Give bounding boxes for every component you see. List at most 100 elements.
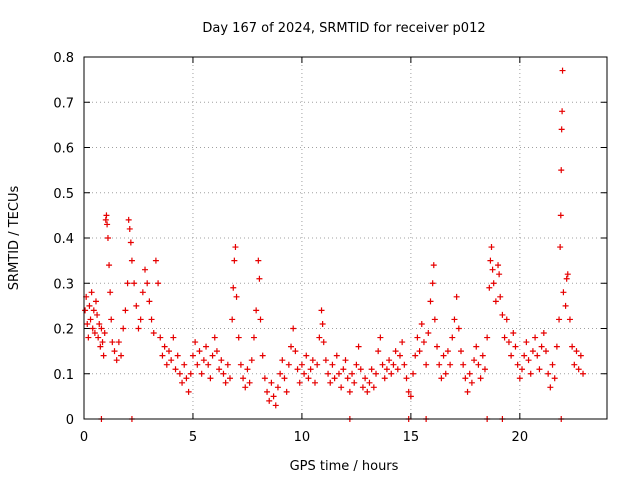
data-point [240,375,247,382]
data-point [416,348,423,355]
data-point [181,361,188,368]
data-point [479,352,486,359]
data-point [163,361,170,368]
data-point [161,343,168,350]
data-point [316,334,323,341]
x-axis-label: GPS time / hours [290,459,399,474]
data-point [205,361,212,368]
data-point [351,379,358,386]
data-point [268,379,275,386]
data-point [525,357,532,364]
data-point [97,343,104,350]
data-point [139,289,146,296]
data-point [98,325,105,332]
data-point [170,334,177,341]
data-point [92,298,99,305]
data-point [303,352,310,359]
data-point [213,348,220,355]
data-point [294,366,301,373]
y-tick-label: 0.8 [53,51,74,66]
data-point [438,375,445,382]
data-point [564,271,571,278]
data-point [547,384,554,391]
data-point [86,302,93,309]
data-point [396,352,403,359]
data-point [558,126,565,133]
data-point [319,320,326,327]
data-point [85,334,92,341]
y-tick-label: 0.5 [53,187,74,202]
data-point [264,388,271,395]
data-point [307,366,314,373]
data-point [473,343,480,350]
data-point [401,361,408,368]
data-point [227,375,234,382]
y-tick-label: 0.7 [53,96,74,111]
data-point [290,325,297,332]
y-tick-label: 0.2 [53,323,74,338]
data-point [118,352,125,359]
data-point [103,212,110,219]
data-point [256,275,263,282]
plot-frame [83,56,608,420]
data-point [233,293,240,300]
data-point [89,325,96,332]
data-point [270,393,277,400]
data-point [107,289,114,296]
data-point [196,348,203,355]
data-point [292,348,299,355]
data-point [427,298,434,305]
data-point [375,348,382,355]
data-point [99,339,106,346]
data-point [390,361,397,368]
data-point [216,366,223,373]
data-point [253,307,260,314]
data-point [451,316,458,323]
data-point [148,316,155,323]
data-point [100,352,107,359]
data-point [430,262,437,269]
data-point [126,225,133,232]
x-tick-label: 5 [189,430,197,445]
data-point [311,379,318,386]
data-point [407,393,414,400]
data-point [176,370,183,377]
data-point [368,366,375,373]
data-point [580,370,587,377]
data-point [259,352,266,359]
data-point [501,334,508,341]
data-point [566,316,573,323]
data-point [449,334,456,341]
data-point [237,361,244,368]
data-point [434,343,441,350]
data-point [159,352,166,359]
data-point [553,343,560,350]
data-point [187,370,194,377]
data-point [497,293,504,300]
data-point [542,348,549,355]
data-point [571,361,578,368]
data-point [192,339,199,346]
data-point [95,334,102,341]
data-point [558,167,565,174]
data-point [207,375,214,382]
data-point [527,370,534,377]
data-point [235,334,242,341]
data-point [405,388,412,395]
y-tick-label: 0.4 [53,232,74,247]
data-point [298,361,305,368]
data-point [96,320,103,327]
data-point [499,311,506,318]
data-point [120,325,127,332]
data-point [464,388,471,395]
data-point [551,375,558,382]
data-point [133,302,140,309]
data-point [475,361,482,368]
data-point [152,257,159,264]
data-point [230,284,237,291]
data-point [503,316,510,323]
data-point [489,266,496,273]
data-point [388,370,395,377]
data-point [512,343,519,350]
